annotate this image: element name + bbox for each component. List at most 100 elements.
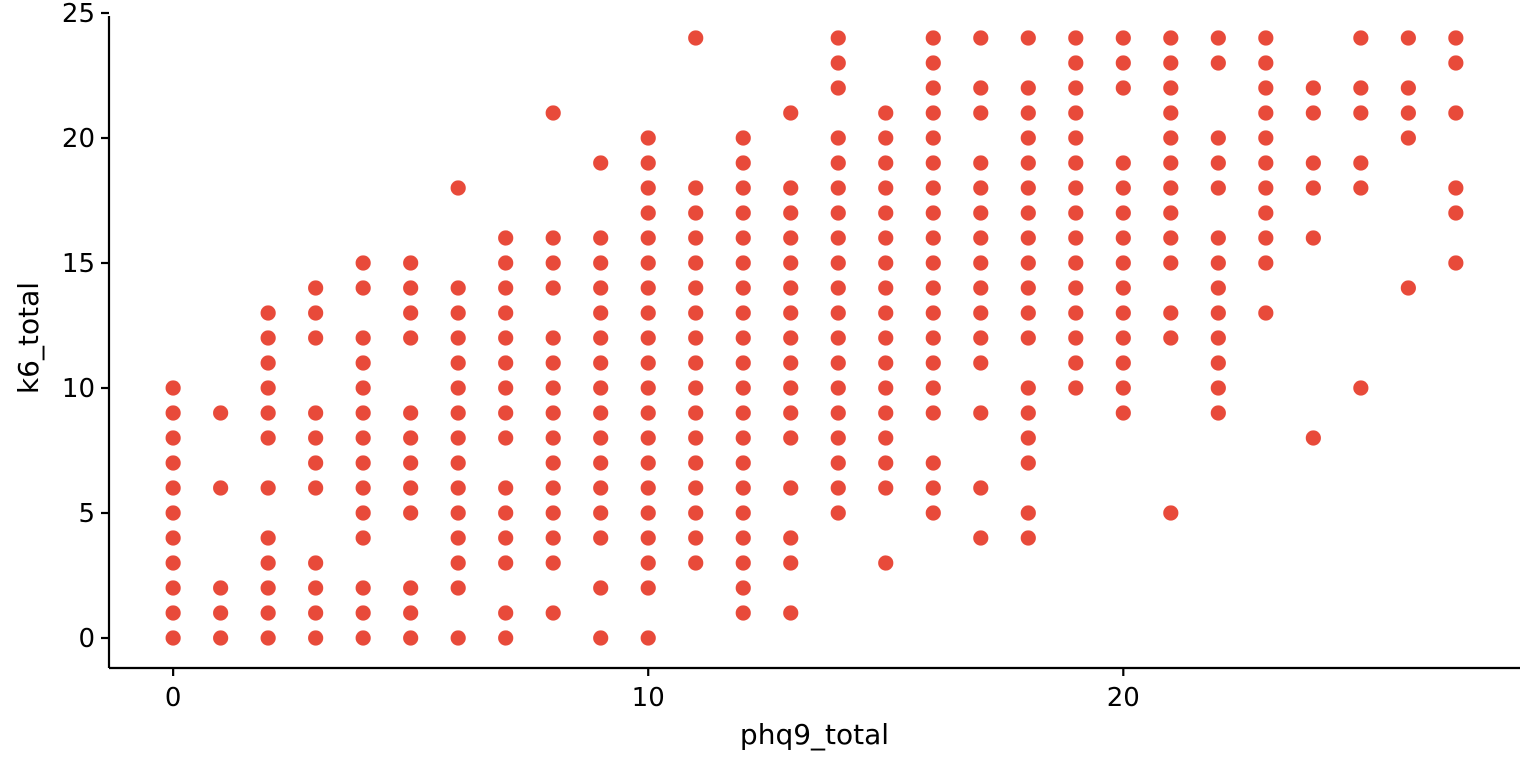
point-x13-y1 xyxy=(783,605,799,621)
point-x14-y10 xyxy=(830,380,846,396)
point-x16-y11 xyxy=(925,355,941,371)
point-x22-y10 xyxy=(1210,380,1226,396)
point-x7-y10 xyxy=(498,380,514,396)
point-x12-y18 xyxy=(735,180,751,196)
point-x16-y23 xyxy=(925,55,941,71)
point-x0-y9 xyxy=(165,405,181,421)
point-x9-y19 xyxy=(593,155,609,171)
point-x7-y11 xyxy=(498,355,514,371)
point-x2-y0 xyxy=(260,630,276,646)
point-x3-y3 xyxy=(308,555,324,571)
point-x18-y20 xyxy=(1020,130,1036,146)
point-x20-y23 xyxy=(1115,55,1131,71)
point-x19-y23 xyxy=(1068,55,1084,71)
x-tick-label-20: 20 xyxy=(1107,683,1140,713)
point-x15-y21 xyxy=(878,105,894,121)
point-x23-y18 xyxy=(1258,180,1274,196)
point-x12-y8 xyxy=(735,430,751,446)
point-x21-y17 xyxy=(1163,205,1179,221)
point-x6-y9 xyxy=(450,405,466,421)
point-x15-y11 xyxy=(878,355,894,371)
point-x9-y15 xyxy=(593,255,609,271)
point-x21-y15 xyxy=(1163,255,1179,271)
point-x16-y14 xyxy=(925,280,941,296)
point-x17-y17 xyxy=(973,205,989,221)
point-x5-y9 xyxy=(403,405,419,421)
point-x19-y24 xyxy=(1068,30,1084,46)
point-x23-y13 xyxy=(1258,305,1274,321)
point-x13-y12 xyxy=(783,330,799,346)
point-x14-y6 xyxy=(830,480,846,496)
point-x14-y22 xyxy=(830,80,846,96)
point-x5-y15 xyxy=(403,255,419,271)
point-x21-y16 xyxy=(1163,230,1179,246)
point-x10-y3 xyxy=(640,555,656,571)
point-x17-y6 xyxy=(973,480,989,496)
point-x18-y8 xyxy=(1020,430,1036,446)
point-x17-y14 xyxy=(973,280,989,296)
point-x25-y22 xyxy=(1353,80,1369,96)
point-x15-y12 xyxy=(878,330,894,346)
point-x16-y5 xyxy=(925,505,941,521)
point-x11-y5 xyxy=(688,505,704,521)
point-x22-y18 xyxy=(1210,180,1226,196)
point-x13-y14 xyxy=(783,280,799,296)
point-x21-y23 xyxy=(1163,55,1179,71)
point-x18-y17 xyxy=(1020,205,1036,221)
point-x0-y8 xyxy=(165,430,181,446)
point-x26-y22 xyxy=(1400,80,1416,96)
point-x14-y20 xyxy=(830,130,846,146)
point-x12-y4 xyxy=(735,530,751,546)
point-x11-y10 xyxy=(688,380,704,396)
point-x16-y15 xyxy=(925,255,941,271)
point-x13-y11 xyxy=(783,355,799,371)
point-x11-y8 xyxy=(688,430,704,446)
point-x27-y21 xyxy=(1448,105,1464,121)
point-x14-y23 xyxy=(830,55,846,71)
point-x15-y18 xyxy=(878,180,894,196)
point-x18-y5 xyxy=(1020,505,1036,521)
point-x8-y5 xyxy=(545,505,561,521)
point-x13-y4 xyxy=(783,530,799,546)
point-x16-y22 xyxy=(925,80,941,96)
point-x17-y21 xyxy=(973,105,989,121)
point-x20-y10 xyxy=(1115,380,1131,396)
point-x26-y24 xyxy=(1400,30,1416,46)
point-x18-y13 xyxy=(1020,305,1036,321)
point-x18-y12 xyxy=(1020,330,1036,346)
points-layer xyxy=(165,30,1464,646)
point-x9-y12 xyxy=(593,330,609,346)
point-x15-y8 xyxy=(878,430,894,446)
point-x19-y14 xyxy=(1068,280,1084,296)
point-x27-y18 xyxy=(1448,180,1464,196)
point-x5-y6 xyxy=(403,480,419,496)
point-x19-y15 xyxy=(1068,255,1084,271)
point-x10-y13 xyxy=(640,305,656,321)
point-x0-y1 xyxy=(165,605,181,621)
point-x11-y17 xyxy=(688,205,704,221)
point-x10-y4 xyxy=(640,530,656,546)
point-x12-y14 xyxy=(735,280,751,296)
point-x9-y11 xyxy=(593,355,609,371)
point-x22-y9 xyxy=(1210,405,1226,421)
point-x3-y1 xyxy=(308,605,324,621)
point-x7-y6 xyxy=(498,480,514,496)
point-x17-y16 xyxy=(973,230,989,246)
point-x14-y12 xyxy=(830,330,846,346)
point-x16-y17 xyxy=(925,205,941,221)
point-x3-y2 xyxy=(308,580,324,596)
point-x6-y8 xyxy=(450,430,466,446)
point-x7-y14 xyxy=(498,280,514,296)
point-x11-y9 xyxy=(688,405,704,421)
point-x16-y16 xyxy=(925,230,941,246)
point-x10-y12 xyxy=(640,330,656,346)
point-x8-y16 xyxy=(545,230,561,246)
point-x22-y16 xyxy=(1210,230,1226,246)
point-x11-y7 xyxy=(688,455,704,471)
point-x10-y5 xyxy=(640,505,656,521)
point-x3-y13 xyxy=(308,305,324,321)
point-x4-y7 xyxy=(355,455,371,471)
point-x10-y18 xyxy=(640,180,656,196)
point-x17-y18 xyxy=(973,180,989,196)
point-x11-y11 xyxy=(688,355,704,371)
